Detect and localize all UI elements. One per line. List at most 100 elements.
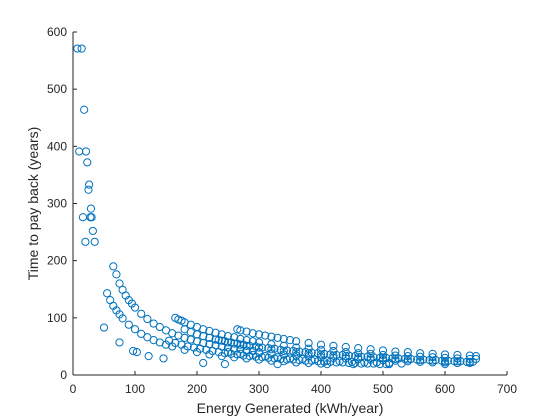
data-point — [425, 356, 434, 365]
data-point — [180, 333, 189, 342]
data-point — [313, 357, 322, 366]
data-point — [270, 344, 279, 353]
data-point — [289, 346, 298, 356]
data-point — [344, 358, 353, 368]
data-point — [388, 354, 397, 363]
x-tick-label: 300 — [249, 382, 269, 396]
data-point — [292, 337, 301, 346]
data-point — [366, 345, 375, 354]
data-point — [338, 358, 347, 367]
data-point — [261, 331, 270, 340]
data-point — [295, 356, 304, 365]
data-point — [258, 343, 267, 352]
data-point — [307, 348, 316, 357]
x-ticks: 0 100 200 300 400 500 600 700 — [70, 371, 517, 396]
data-point — [130, 303, 140, 312]
x-tick-label: 500 — [373, 382, 393, 396]
data-point — [307, 356, 316, 365]
data-point — [115, 338, 124, 347]
data-point — [248, 329, 257, 338]
data-point — [289, 355, 298, 364]
y-tick-label: 400 — [47, 139, 67, 153]
data-point — [144, 352, 153, 361]
data-point — [465, 357, 474, 366]
data-point — [183, 342, 192, 351]
y-tick-label: 500 — [47, 82, 67, 96]
data-point — [149, 319, 158, 328]
data-point — [202, 345, 211, 354]
data-point — [369, 353, 378, 362]
data-point — [233, 339, 242, 348]
data-point — [84, 185, 93, 194]
data-point — [326, 357, 335, 366]
data-point — [85, 180, 94, 189]
data-point — [453, 357, 462, 366]
data-point — [468, 357, 477, 366]
data-point — [217, 336, 226, 345]
data-point — [103, 289, 112, 298]
data-point — [264, 344, 273, 353]
data-point — [267, 332, 276, 341]
data-point — [81, 147, 91, 156]
data-point — [369, 359, 378, 368]
data-point — [273, 333, 282, 342]
data-point — [382, 353, 391, 362]
data-point — [285, 336, 295, 345]
data-point — [211, 335, 220, 344]
data-point — [90, 237, 99, 246]
data-point — [227, 338, 236, 347]
data-point — [143, 314, 152, 324]
y-tick-label: 100 — [47, 311, 67, 325]
data-point — [304, 338, 313, 348]
data-point — [112, 270, 121, 279]
axes: 0 100 200 300 400 500 600 700 0 100 200 300 400 500 6… — [47, 25, 517, 396]
data-point — [86, 204, 96, 213]
data-point — [349, 360, 358, 369]
data-point — [83, 158, 92, 167]
data-point — [227, 349, 236, 358]
x-tick-label: 700 — [497, 382, 517, 396]
data-point — [391, 347, 400, 356]
y-tick-label: 0 — [60, 368, 67, 382]
x-tick-label: 200 — [187, 382, 207, 396]
data-point — [357, 359, 366, 368]
data-point — [155, 322, 164, 332]
data-point — [196, 344, 205, 353]
data-point — [199, 358, 208, 368]
data-point — [233, 350, 242, 359]
data-point — [251, 352, 260, 361]
data-point — [78, 213, 88, 222]
data-point — [437, 356, 446, 365]
data-point — [295, 347, 304, 356]
data-point — [354, 344, 363, 353]
data-point — [88, 226, 97, 236]
data-point — [416, 349, 425, 358]
data-point — [87, 213, 96, 222]
data-point — [279, 334, 288, 344]
data-point — [199, 332, 208, 341]
data-point — [239, 340, 248, 349]
data-point — [313, 349, 322, 358]
y-tick-label: 600 — [47, 25, 67, 39]
data-point — [177, 340, 186, 349]
data-point — [282, 346, 291, 355]
data-point — [245, 352, 254, 361]
data-point — [208, 346, 217, 356]
data-point — [332, 358, 341, 367]
data-point — [403, 348, 412, 357]
x-tick-label: 100 — [125, 382, 145, 396]
data-point — [214, 348, 223, 357]
data-point — [214, 336, 223, 345]
data-point — [242, 327, 251, 336]
data-point — [115, 279, 124, 288]
data-point — [301, 356, 310, 365]
data-point — [270, 354, 279, 363]
data-point — [428, 349, 437, 358]
data-point — [73, 44, 82, 53]
data-point — [456, 357, 465, 366]
data-point — [254, 330, 264, 339]
data-point — [130, 325, 140, 334]
data-points — [73, 44, 481, 369]
data-point — [99, 323, 109, 332]
